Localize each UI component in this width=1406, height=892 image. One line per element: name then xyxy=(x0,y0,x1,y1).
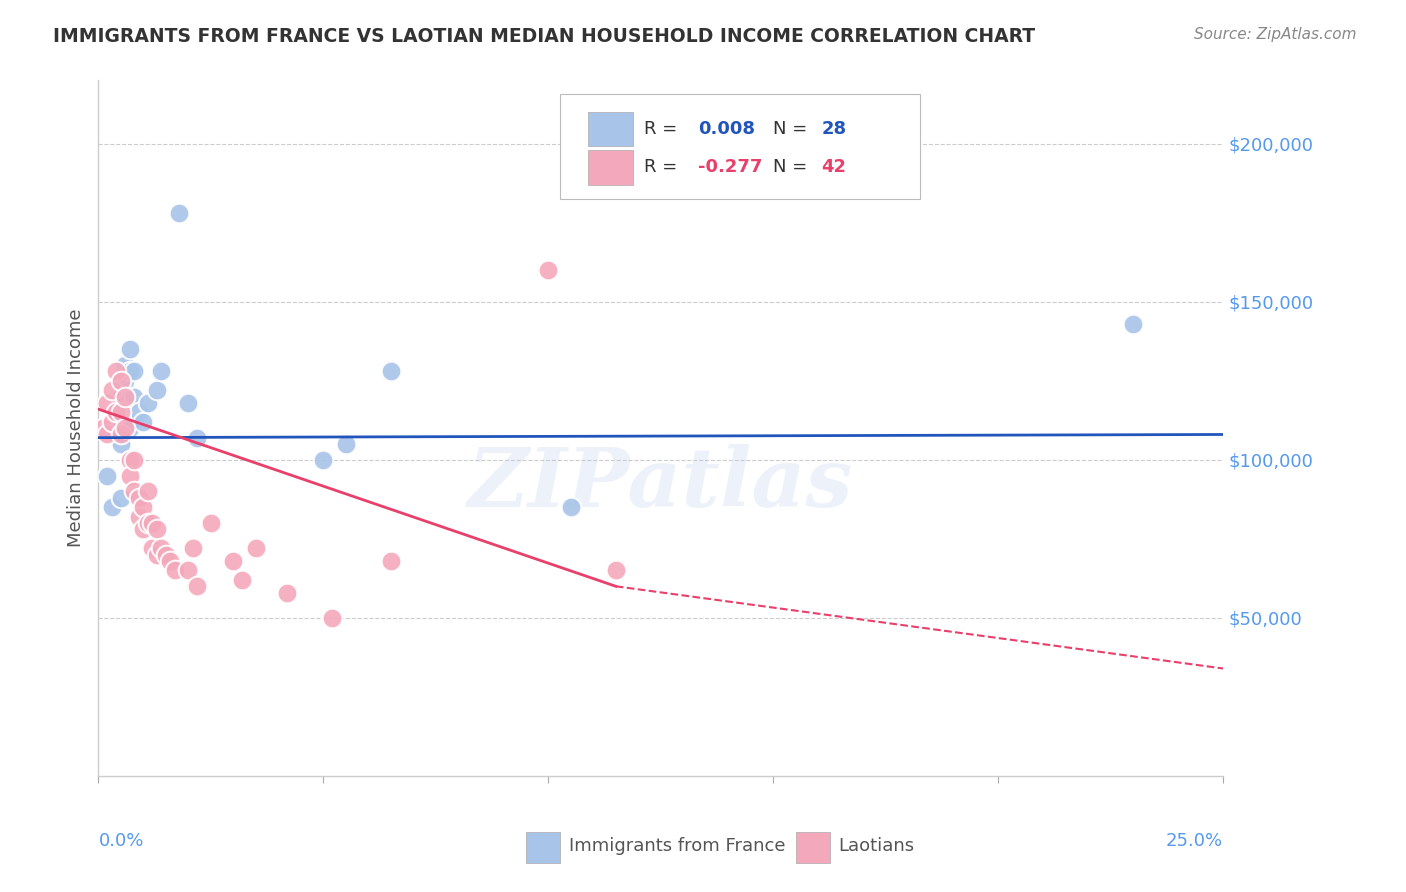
Text: R =: R = xyxy=(644,120,683,138)
Point xyxy=(136,516,159,530)
Point xyxy=(200,516,222,530)
Point xyxy=(124,484,146,499)
Point xyxy=(1122,317,1144,331)
Text: R =: R = xyxy=(644,158,683,177)
Point xyxy=(96,468,118,483)
Point xyxy=(146,548,169,562)
Point xyxy=(141,516,163,530)
Point xyxy=(105,364,128,378)
Point xyxy=(136,396,159,410)
Point xyxy=(560,500,582,515)
Point xyxy=(132,522,155,536)
Point xyxy=(110,405,132,419)
Point xyxy=(96,427,118,442)
Point xyxy=(101,500,124,515)
Bar xyxy=(588,112,633,146)
Point xyxy=(159,554,181,568)
Point xyxy=(321,611,343,625)
Point xyxy=(335,437,357,451)
Point xyxy=(177,564,200,578)
Point xyxy=(91,421,114,435)
Bar xyxy=(526,831,560,863)
Point xyxy=(537,263,560,277)
Point xyxy=(114,421,136,435)
Point xyxy=(146,522,169,536)
Point xyxy=(276,585,298,599)
Point xyxy=(150,541,173,556)
Point xyxy=(110,421,132,435)
Point xyxy=(96,396,118,410)
Point xyxy=(114,390,136,404)
Point xyxy=(110,374,132,388)
Point xyxy=(312,452,335,467)
Text: 0.008: 0.008 xyxy=(697,120,755,138)
Point xyxy=(128,405,150,419)
Text: N =: N = xyxy=(773,158,813,177)
Point xyxy=(105,405,128,419)
Point xyxy=(186,579,208,593)
Text: 28: 28 xyxy=(821,120,846,138)
Text: Laotians: Laotians xyxy=(838,837,915,855)
Text: IMMIGRANTS FROM FRANCE VS LAOTIAN MEDIAN HOUSEHOLD INCOME CORRELATION CHART: IMMIGRANTS FROM FRANCE VS LAOTIAN MEDIAN… xyxy=(53,27,1036,45)
Point xyxy=(186,431,208,445)
Point xyxy=(132,500,155,515)
Point xyxy=(124,364,146,378)
Point xyxy=(124,390,146,404)
Point xyxy=(101,415,124,429)
Point xyxy=(231,573,253,587)
Point xyxy=(118,364,141,378)
Text: N =: N = xyxy=(773,120,813,138)
Point xyxy=(163,564,186,578)
Point xyxy=(105,427,128,442)
Point xyxy=(605,564,627,578)
Point xyxy=(169,206,191,220)
Point xyxy=(118,342,141,356)
FancyBboxPatch shape xyxy=(560,95,920,199)
Text: 25.0%: 25.0% xyxy=(1166,831,1223,850)
Point xyxy=(110,437,132,451)
Point xyxy=(245,541,267,556)
Point xyxy=(118,421,141,435)
Point xyxy=(101,383,124,397)
Point xyxy=(128,491,150,505)
Point xyxy=(110,491,132,505)
Point xyxy=(181,541,204,556)
Point xyxy=(132,415,155,429)
Point xyxy=(380,554,402,568)
Point xyxy=(136,484,159,499)
Point xyxy=(141,541,163,556)
Y-axis label: Median Household Income: Median Household Income xyxy=(66,309,84,548)
Text: ZIPatlas: ZIPatlas xyxy=(468,444,853,524)
Point xyxy=(118,452,141,467)
Point xyxy=(146,383,169,397)
Bar xyxy=(588,150,633,185)
Point xyxy=(155,548,177,562)
Point xyxy=(105,405,128,419)
Point xyxy=(110,427,132,442)
Point xyxy=(114,358,136,372)
Bar xyxy=(796,831,830,863)
Text: -0.277: -0.277 xyxy=(697,158,762,177)
Point xyxy=(222,554,245,568)
Point xyxy=(380,364,402,378)
Text: Immigrants from France: Immigrants from France xyxy=(568,837,785,855)
Point xyxy=(150,364,173,378)
Text: Source: ZipAtlas.com: Source: ZipAtlas.com xyxy=(1194,27,1357,42)
Point xyxy=(124,452,146,467)
Point xyxy=(114,374,136,388)
Point xyxy=(128,509,150,524)
Text: 42: 42 xyxy=(821,158,846,177)
Point xyxy=(110,390,132,404)
Text: 0.0%: 0.0% xyxy=(98,831,143,850)
Point xyxy=(177,396,200,410)
Point xyxy=(118,468,141,483)
